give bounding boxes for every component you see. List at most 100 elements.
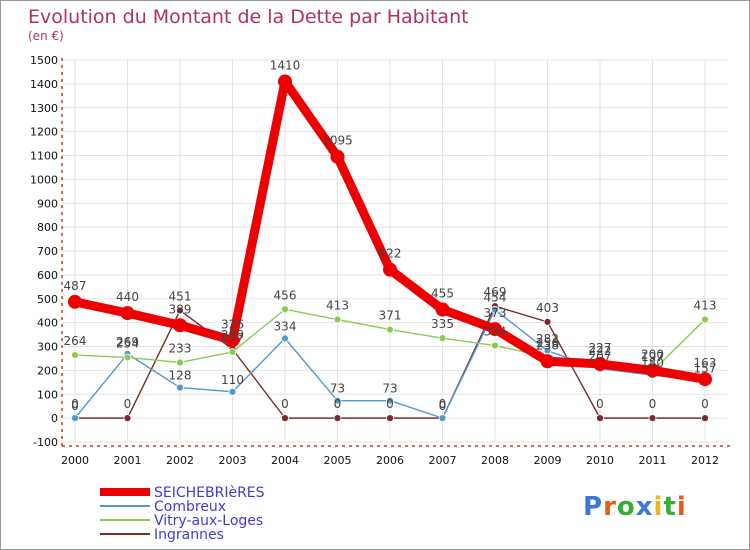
data-point-ingrannes <box>333 414 342 423</box>
data-label-combreux: 110 <box>221 373 244 387</box>
logo-letter: i <box>654 492 664 522</box>
data-label-seichebrieres: 455 <box>431 286 454 300</box>
data-point-combreux <box>176 383 184 392</box>
x-tick-label: 2006 <box>376 454 404 467</box>
data-label-ingrannes: 0 <box>124 397 132 411</box>
data-label-vitry-aux-loges: 335 <box>431 317 454 331</box>
data-label-seichebrieres: 326 <box>221 317 244 331</box>
data-label-vitry-aux-loges: 413 <box>326 299 349 313</box>
x-tick-label: 2000 <box>61 454 89 467</box>
data-label-vitry-aux-loges: 413 <box>694 299 717 313</box>
x-tick-label: 2005 <box>324 454 352 467</box>
data-label-combreux: 0 <box>71 399 79 413</box>
data-label-ingrannes: 0 <box>71 397 79 411</box>
data-label-vitry-aux-loges: 371 <box>379 309 402 323</box>
data-point-ingrannes <box>176 306 184 315</box>
data-point-combreux <box>491 305 499 314</box>
x-tick-label: 2002 <box>166 454 194 467</box>
data-label-ingrannes: 469 <box>484 285 507 299</box>
data-point-ingrannes <box>648 414 657 423</box>
data-label-seichebrieres: 389 <box>169 302 192 316</box>
legend-label-seichebrieres: SEICHEBRIèRES <box>154 485 265 501</box>
logo-letter: r <box>603 492 617 522</box>
legend: SEICHEBRIèRESCombreuxVitry-aux-LogesIngr… <box>100 485 265 543</box>
data-label-vitry-aux-loges: 233 <box>169 341 192 355</box>
chart-title: Evolution du Montant de la Dette par Hab… <box>28 6 469 28</box>
data-point-seichebrieres <box>488 322 502 337</box>
data-label-combreux: 207 <box>589 350 612 364</box>
y-tick-label: 1400 <box>30 78 58 91</box>
data-label-seichebrieres: 440 <box>116 290 139 304</box>
data-label-seichebrieres: 1095 <box>322 134 353 148</box>
data-label-ingrannes: 0 <box>386 397 394 411</box>
data-label-ingrannes: 0 <box>701 397 709 411</box>
x-tick-label: 2003 <box>219 454 247 467</box>
y-tick-label: 1000 <box>30 173 58 186</box>
data-labels: 487 440 389 326 1410 1095 622 455 373 238 227 200 16… <box>64 58 717 413</box>
logo-letter: x <box>636 492 654 522</box>
data-point-vitry-aux-loges <box>491 341 499 350</box>
data-label-combreux: 282 <box>536 332 559 346</box>
data-label-seichebrieres: 238 <box>536 338 559 352</box>
data-label-ingrannes: 289 <box>221 328 244 342</box>
data-label-vitry-aux-loges: 456 <box>274 288 297 302</box>
x-tick-label: 2009 <box>534 454 562 467</box>
data-point-vitry-aux-loges <box>123 353 132 362</box>
data-point-vitry-aux-loges <box>438 334 447 343</box>
y-tick-label: 800 <box>37 221 58 234</box>
logo-letter: t <box>663 492 676 522</box>
data-label-seichebrieres: 622 <box>379 247 402 261</box>
data-label-vitry-aux-loges: 277 <box>221 331 244 345</box>
data-point-combreux <box>438 414 447 423</box>
data-label-ingrannes: 451 <box>169 289 192 303</box>
x-tick-label: 2001 <box>114 454 142 467</box>
data-label-ingrannes: 0 <box>439 397 447 411</box>
data-label-seichebrieres: 163 <box>694 356 717 370</box>
data-point-vitry-aux-loges <box>333 315 342 324</box>
y-tick-label: -100 <box>33 436 58 449</box>
y-tick-label: 700 <box>37 245 58 258</box>
data-label-vitry-aux-loges: 254 <box>116 336 139 350</box>
data-point-combreux <box>228 387 237 396</box>
data-point-seichebrieres <box>540 354 555 369</box>
data-label-ingrannes: 0 <box>281 397 289 411</box>
data-label-seichebrieres: 487 <box>64 279 87 293</box>
y-tick-label: 1300 <box>30 102 58 115</box>
data-point-seichebrieres <box>278 74 292 89</box>
grid <box>62 59 728 443</box>
data-point-seichebrieres <box>698 372 712 387</box>
data-label-combreux: 73 <box>382 382 397 396</box>
data-point-combreux <box>281 334 289 343</box>
y-tick-label: 300 <box>37 341 58 354</box>
data-point-ingrannes <box>123 414 132 423</box>
data-label-vitry-aux-loges: 304 <box>484 325 507 339</box>
y-tick-label: 600 <box>37 269 58 282</box>
logo-letter: o <box>617 492 636 522</box>
data-label-ingrannes: 0 <box>649 397 657 411</box>
data-label-seichebrieres: 373 <box>484 306 507 320</box>
data-point-combreux <box>386 396 394 405</box>
data-label-combreux: 180 <box>641 356 664 370</box>
y-tick-label: 1100 <box>30 150 58 163</box>
data-point-vitry-aux-loges <box>176 358 184 367</box>
y-tick-label: 100 <box>37 388 58 401</box>
data-point-vitry-aux-loges <box>701 315 709 324</box>
data-label-combreux: 334 <box>274 319 297 333</box>
data-label-combreux: 0 <box>439 399 447 413</box>
data-point-vitry-aux-loges <box>228 348 237 356</box>
data-label-combreux: 73 <box>330 382 345 396</box>
y-tick-label: 1500 <box>30 54 58 67</box>
x-tick-label: 2007 <box>429 454 457 467</box>
data-point-seichebrieres <box>593 356 607 371</box>
data-point-seichebrieres <box>225 333 240 348</box>
x-tick-label: 2012 <box>691 454 719 467</box>
x-tick-label: 2008 <box>481 454 509 467</box>
legend-label-combreux: Combreux <box>154 499 226 515</box>
proxiti-logo: Proxiti <box>583 492 686 522</box>
x-tick-label: 2004 <box>271 454 299 467</box>
data-point-vitry-aux-loges <box>386 325 394 334</box>
data-point-seichebrieres <box>173 318 187 333</box>
data-label-vitry-aux-loges: 264 <box>64 334 87 348</box>
logo-letter: P <box>583 492 603 522</box>
